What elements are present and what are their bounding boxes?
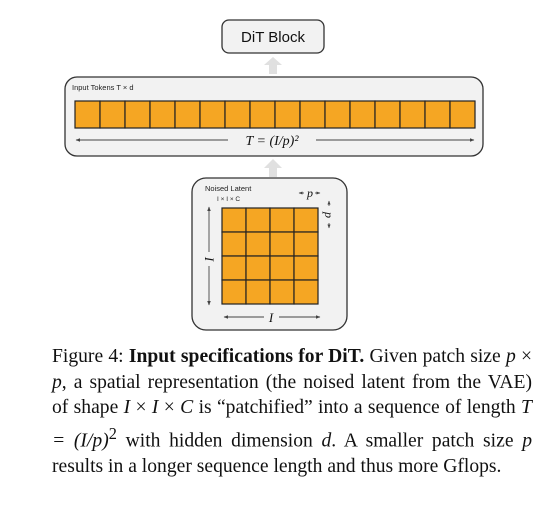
caption-title: Input specifications for DiT. [128, 346, 365, 367]
token-cell [324, 100, 351, 129]
figure-label: Figure 4: [52, 346, 124, 367]
caption-text-5: . A smaller patch size [331, 430, 514, 452]
token-cell [374, 100, 401, 129]
patch-cell [245, 279, 271, 305]
patch-cell [293, 255, 319, 281]
patch-cell [269, 255, 295, 281]
token-cell [99, 100, 126, 129]
patch-cell [245, 207, 271, 233]
math-I2: I [151, 397, 159, 418]
patch-grid [221, 207, 319, 305]
patch-cell [293, 279, 319, 305]
math-d: d [321, 430, 332, 452]
tokens-label: Input Tokens T × d [72, 83, 134, 92]
math-sup: 2 [108, 423, 117, 443]
up-arrow-bottom [264, 159, 282, 177]
patch-cell [269, 279, 295, 305]
patch-label-top: p [306, 186, 313, 200]
token-cell [299, 100, 326, 129]
patch-cell [293, 231, 319, 257]
side-label: I [202, 256, 217, 262]
token-cell [399, 100, 426, 129]
token-cell [74, 100, 101, 129]
token-cell [274, 100, 301, 129]
token-cell [449, 100, 476, 129]
math-times1: × [515, 346, 533, 367]
math-C: C [180, 397, 194, 418]
latent-title: Noised Latent [205, 184, 252, 193]
math-times2: × [130, 397, 152, 418]
token-cell [174, 100, 201, 129]
patch-cell [293, 207, 319, 233]
patch-cell [221, 279, 247, 305]
token-cell [424, 100, 451, 129]
patch-cell [269, 231, 295, 257]
token-cell [149, 100, 176, 129]
math-p1: p [505, 346, 516, 367]
patch-cell [245, 231, 271, 257]
patch-cell [269, 207, 295, 233]
math-p3: p [522, 430, 533, 452]
math-p2: p [52, 371, 62, 393]
dit-input-diagram: DiT Block Input Tokens T × d T = (I/p)² … [64, 19, 484, 331]
caption-text-4: with hidden dimension [125, 430, 313, 452]
dit-block-label: DiT Block [241, 29, 305, 46]
figure-caption: Figure 4: Input specifications for DiT. … [52, 344, 532, 479]
caption-text-2: , a spatial representation (the noised l… [52, 371, 532, 419]
token-cell [224, 100, 251, 129]
patch-cell [221, 231, 247, 257]
token-cell [199, 100, 226, 129]
token-cell [124, 100, 151, 129]
input-tokens-panel: Input Tokens T × d T = (I/p)² [64, 76, 484, 157]
caption-text-6: results in a longer sequence length and … [52, 455, 502, 477]
dit-block: DiT Block [221, 19, 325, 54]
caption-text-3: is “patchified” into a sequence of lengt… [198, 397, 516, 418]
token-cell [349, 100, 376, 129]
token-cell [249, 100, 276, 129]
patch-cell [245, 255, 271, 281]
math-times3: × [158, 397, 181, 418]
math-I1: I [123, 397, 131, 418]
noised-latent-panel: Noised Latent I × I × C p p I I [191, 177, 348, 331]
seq-length-formula: T = (I/p)² [245, 134, 299, 149]
token-row [74, 100, 476, 129]
math-formula: T = (I/p) [52, 397, 532, 452]
patch-cell [221, 207, 247, 233]
caption-text-1: Given patch size [369, 346, 501, 367]
up-arrow-top [264, 57, 282, 74]
latent-dims: I × I × C [217, 196, 240, 203]
patch-label-right: p [322, 211, 336, 218]
bottom-label: I [268, 310, 274, 325]
patch-cell [221, 255, 247, 281]
